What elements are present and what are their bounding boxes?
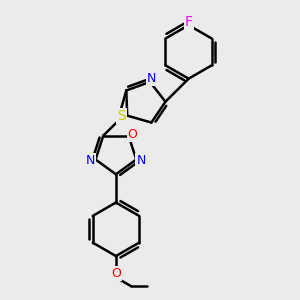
Text: O: O (128, 128, 138, 141)
Text: N: N (86, 154, 95, 167)
Text: F: F (184, 15, 193, 28)
Text: N: N (136, 154, 146, 167)
Text: S: S (118, 109, 126, 123)
Text: N: N (147, 72, 156, 86)
Text: O: O (111, 267, 121, 280)
